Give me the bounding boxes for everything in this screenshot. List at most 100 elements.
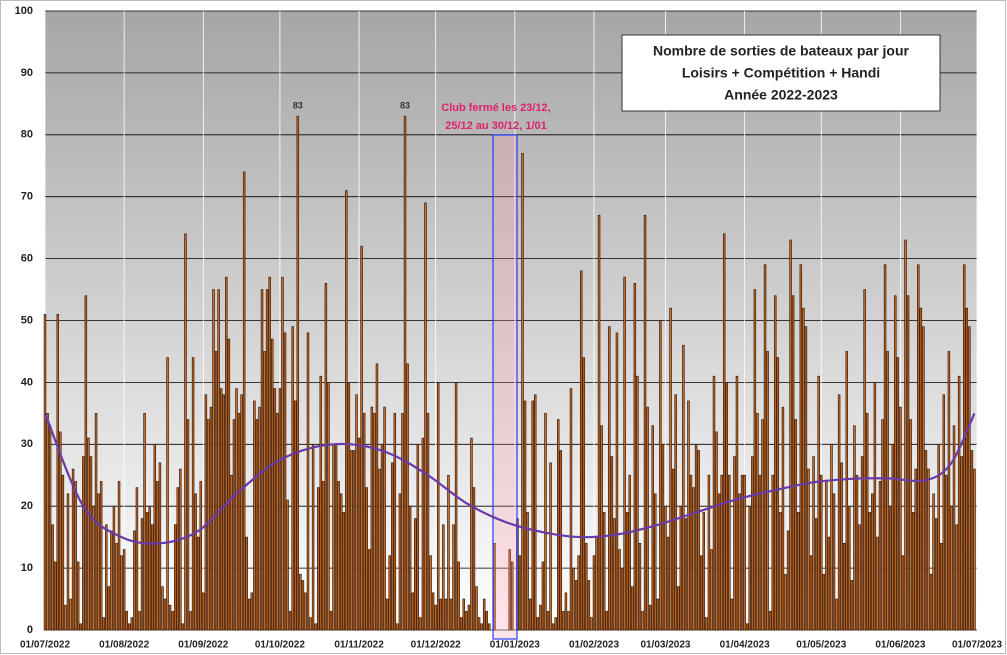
bar: [179, 468, 182, 631]
x-tick-label: 01/03/2023: [640, 640, 690, 651]
bar: [408, 505, 412, 631]
y-tick-label: 10: [21, 562, 33, 574]
bar: [339, 493, 343, 631]
bar: [924, 450, 928, 631]
bar: [814, 518, 818, 631]
bar: [347, 382, 351, 631]
bar: [508, 549, 511, 631]
bar: [204, 394, 208, 631]
bar: [102, 617, 105, 631]
x-tick-label: 01/08/2022: [99, 640, 149, 651]
bar: [288, 611, 292, 631]
bar: [761, 419, 764, 631]
bar: [316, 487, 320, 631]
bar: [350, 450, 353, 631]
bar: [957, 375, 961, 631]
y-tick-label: 0: [27, 624, 33, 636]
bar: [467, 604, 471, 631]
bar: [71, 468, 75, 631]
bar: [153, 443, 157, 631]
bar: [656, 598, 660, 631]
bar: [799, 264, 803, 631]
bar: [214, 351, 218, 631]
bar: [265, 289, 269, 631]
bar: [92, 505, 95, 631]
bar: [689, 474, 693, 631]
bar: [610, 456, 614, 631]
bar: [541, 561, 545, 631]
bar: [521, 153, 524, 631]
bar: [707, 474, 711, 631]
bar: [623, 276, 626, 631]
bar: [710, 549, 713, 631]
bar: [878, 481, 882, 631]
bar: [848, 505, 851, 631]
bar: [860, 456, 864, 631]
bar: [962, 264, 966, 631]
bar: [365, 487, 368, 631]
bar: [148, 505, 151, 631]
bar: [373, 413, 376, 631]
bar: [585, 542, 588, 631]
bar: [434, 604, 437, 631]
bar: [334, 443, 338, 631]
bar: [426, 413, 430, 631]
bar: [161, 586, 164, 631]
bar: [240, 394, 243, 631]
bar: [569, 388, 573, 631]
x-tick-label: 01/07/2022: [20, 640, 70, 651]
bar: [345, 190, 348, 631]
bar: [929, 573, 933, 631]
bar: [917, 264, 920, 631]
bar: [763, 264, 767, 631]
bar: [59, 431, 62, 631]
bar: [825, 481, 828, 631]
bar: [909, 419, 912, 631]
bar: [651, 425, 654, 631]
bar: [115, 542, 118, 631]
bar: [784, 573, 787, 631]
bar: [613, 518, 616, 631]
bar: [697, 450, 700, 631]
bar: [184, 233, 187, 631]
y-tick-label: 100: [15, 5, 33, 17]
bar: [391, 462, 394, 631]
bar: [950, 505, 953, 631]
bar: [659, 320, 662, 631]
title-line: Loisirs + Compétition + Handi: [682, 65, 880, 81]
bar: [809, 555, 813, 631]
bar: [526, 512, 529, 631]
bar: [551, 623, 555, 631]
bar: [774, 295, 777, 631]
bar: [802, 307, 805, 631]
bar: [301, 580, 305, 631]
x-tick-label: 01/12/2022: [411, 640, 461, 651]
bar: [733, 456, 736, 631]
bar: [804, 326, 808, 631]
y-tick-label: 30: [21, 438, 33, 450]
bar: [296, 115, 300, 631]
bar: [107, 586, 111, 631]
bar: [138, 611, 141, 631]
bar: [477, 617, 481, 631]
bar: [725, 382, 729, 631]
bar: [421, 437, 425, 631]
bar: [835, 598, 838, 631]
x-tick-label: 01/10/2022: [255, 640, 305, 651]
bar: [232, 419, 236, 631]
x-tick-label: 01/04/2023: [720, 640, 770, 651]
bar: [222, 394, 225, 631]
bar: [807, 468, 810, 631]
bar: [919, 307, 923, 631]
bar: [120, 555, 123, 631]
bar: [457, 561, 460, 631]
x-tick-label: 01/07/2023: [952, 640, 1002, 651]
bar: [242, 171, 246, 631]
bar: [817, 375, 820, 631]
bar: [125, 611, 128, 631]
bar: [230, 474, 233, 631]
bar: [618, 549, 621, 631]
bar: [597, 214, 601, 631]
bar: [470, 437, 473, 631]
